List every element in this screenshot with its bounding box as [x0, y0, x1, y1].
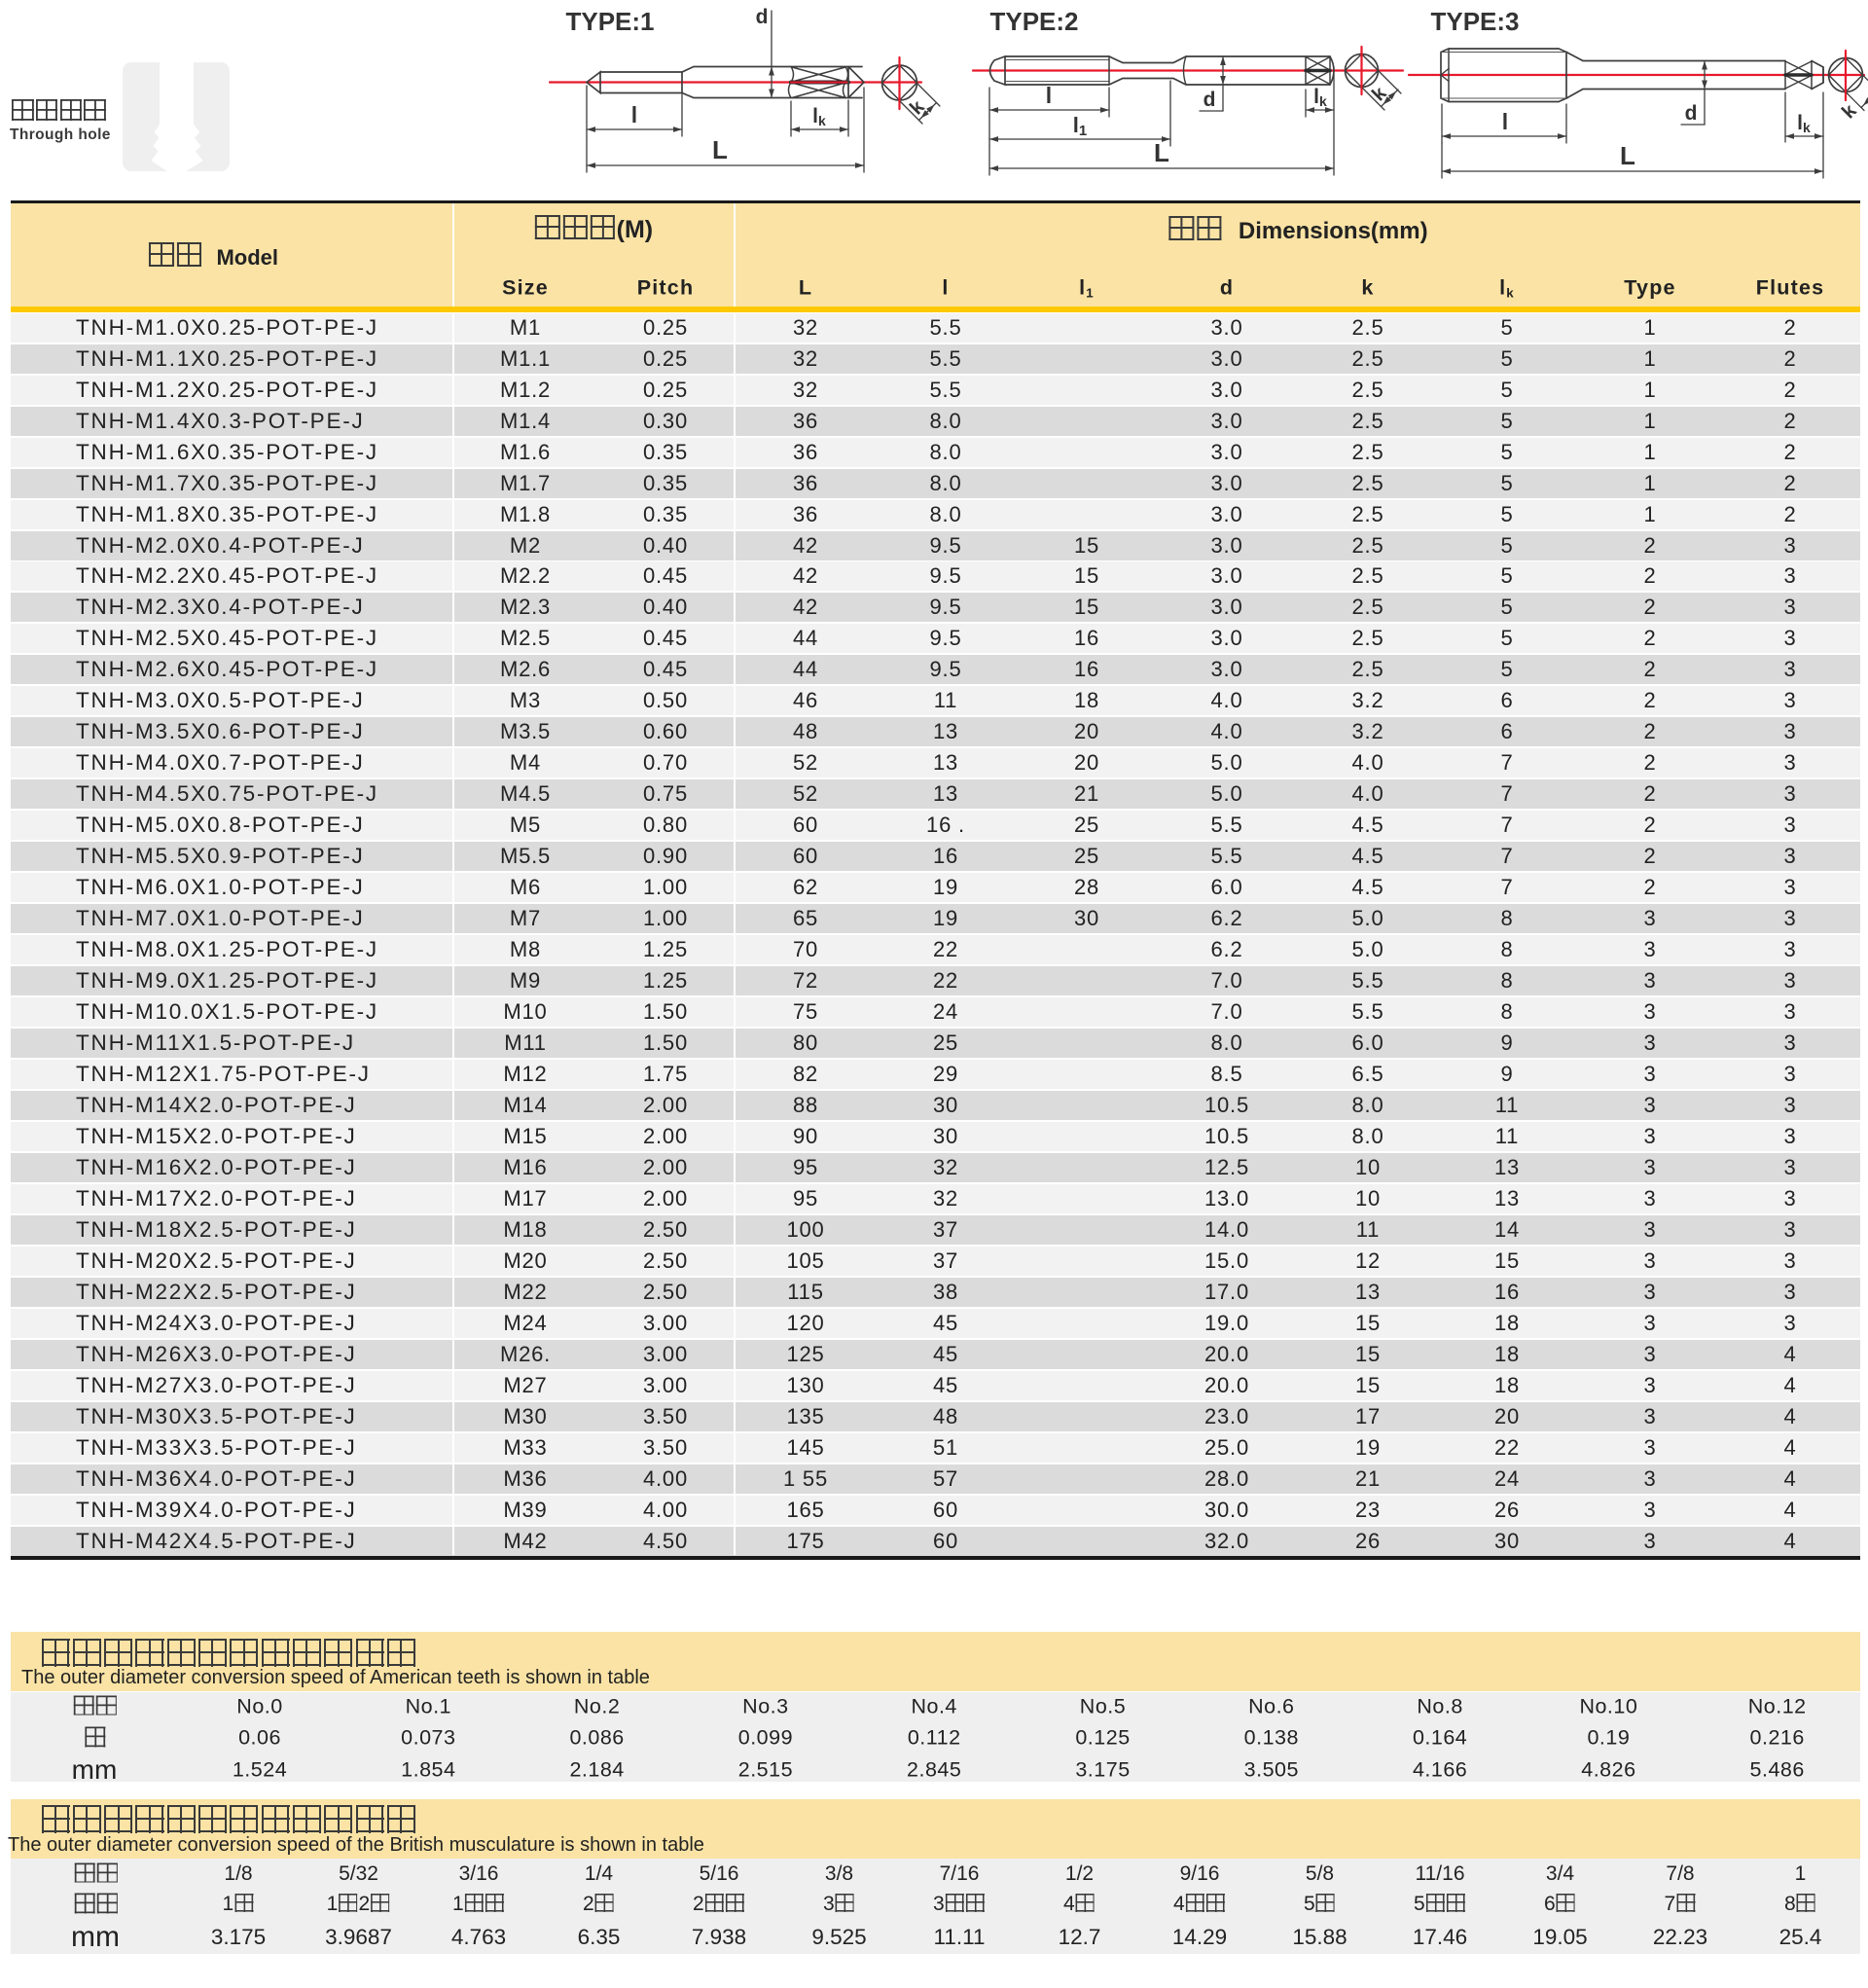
svg-text:l: l	[1502, 109, 1508, 134]
svg-text:lk: lk	[1797, 112, 1811, 135]
svg-text:d: d	[1685, 102, 1698, 125]
svg-text:L: L	[1154, 138, 1169, 167]
svg-text:d: d	[1203, 89, 1216, 111]
svg-text:k: k	[1838, 99, 1861, 123]
svg-text:d: d	[756, 6, 769, 28]
svg-text:L: L	[712, 135, 728, 164]
svg-text:TYPE:3: TYPE:3	[1430, 7, 1519, 36]
svg-text:lk: lk	[1313, 86, 1327, 109]
svg-text:L: L	[1620, 141, 1635, 170]
svg-text:l: l	[631, 102, 637, 127]
svg-text:l: l	[1046, 83, 1052, 108]
svg-text:lk: lk	[812, 105, 826, 128]
svg-text:TYPE:1: TYPE:1	[565, 7, 654, 36]
svg-text:l1: l1	[1073, 113, 1087, 139]
svg-text:TYPE:2: TYPE:2	[989, 7, 1078, 36]
